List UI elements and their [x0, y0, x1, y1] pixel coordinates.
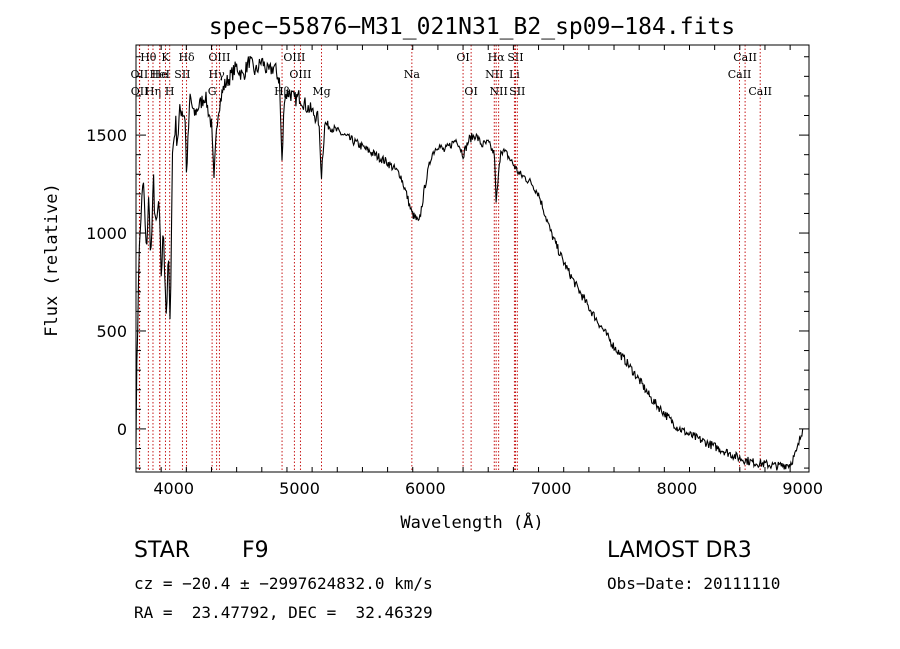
- line-marker-label: K: [161, 51, 170, 64]
- line-marker-label: Li: [509, 68, 520, 81]
- line-marker-label: Hα: [488, 51, 506, 64]
- y-tick-label: 0: [117, 420, 127, 439]
- line-marker-label: OI: [464, 85, 477, 98]
- x-tick-label: 9000: [782, 479, 823, 498]
- line-marker-label: CaII: [733, 51, 757, 64]
- spectrum-series-line: [135, 55, 804, 471]
- x-tick-label: 7000: [531, 479, 572, 498]
- y-tick-label: 1000: [86, 224, 127, 243]
- x-tick-label: 4000: [153, 479, 194, 498]
- x-tick-label: 8000: [657, 479, 698, 498]
- observation-date: Obs−Date: 20111110: [607, 574, 781, 593]
- x-tick-label: 6000: [405, 479, 446, 498]
- line-marker-label: NII: [490, 85, 508, 98]
- line-marker-label: OI: [456, 51, 469, 64]
- line-marker-label: CaII: [728, 68, 752, 81]
- line-marker-label: G: [208, 85, 217, 98]
- plot-frame: [135, 44, 810, 473]
- line-marker-label: Na: [404, 68, 421, 81]
- y-tick-label: 500: [96, 322, 127, 341]
- line-marker-label: Hδ: [178, 51, 195, 64]
- axis-ticks: 4000 5000 6000 7000 8000 9000 0 500 1000 1500: [86, 45, 823, 498]
- line-marker-label: Hη: [145, 85, 161, 98]
- y-axis-label: Flux (relative): [42, 183, 62, 337]
- object-class: STAR: [134, 538, 191, 563]
- object-subclass: F9: [242, 538, 269, 563]
- line-marker-label: SII: [507, 51, 523, 64]
- line-marker-label: OII: [131, 85, 149, 98]
- x-axis-label: Wavelength (Å): [400, 511, 543, 533]
- redshift-cz: cz = −20.4 ± −2997624832.0 km/s: [134, 574, 433, 593]
- line-marker-label: HeI: [150, 68, 170, 81]
- line-marker-label: Hθ: [140, 51, 157, 64]
- sky-coordinates: RA = 23.47792, DEC = 32.46329: [134, 603, 433, 622]
- x-tick-label: 5000: [279, 479, 320, 498]
- chart-title: spec−55876−M31_021N31_B2_sp09−184.fits: [209, 14, 735, 40]
- line-marker-label: CaII: [748, 85, 772, 98]
- line-marker-label: SII: [174, 68, 190, 81]
- line-marker-label: OIII: [208, 51, 230, 64]
- line-marker-label: SII: [509, 85, 525, 98]
- survey-name: LAMOST DR3: [607, 538, 752, 563]
- line-marker-label: H: [165, 85, 175, 98]
- line-marker-label: OIII: [289, 68, 311, 81]
- line-marker-label: Mg: [312, 85, 330, 98]
- y-tick-label: 1500: [86, 126, 127, 145]
- line-marker-label: NII: [485, 68, 503, 81]
- line-marker-label: Hγ: [209, 68, 226, 81]
- line-marker-label: OIII: [283, 51, 305, 64]
